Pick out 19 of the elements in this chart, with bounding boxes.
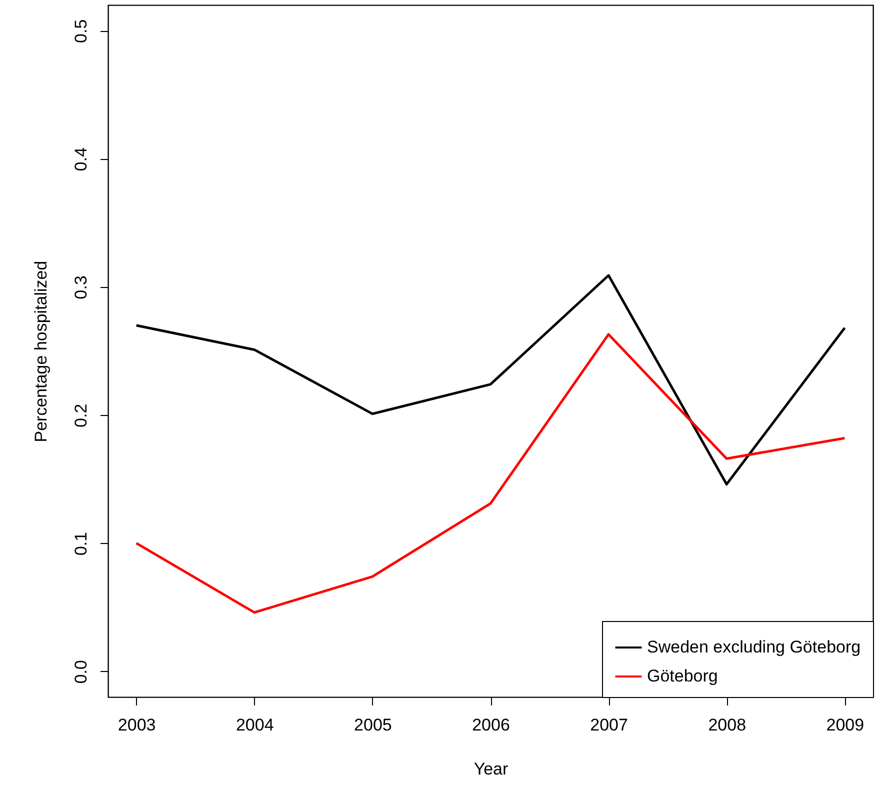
y-axis-title: Percentage hospitalized (32, 260, 50, 442)
line-series (135, 274, 846, 486)
x-axis-title: Year (474, 760, 509, 778)
y-tick-label: 0.1 (72, 532, 90, 556)
y-tick-label: 0.3 (72, 276, 90, 300)
y-tick-label: 0.5 (72, 19, 90, 43)
y-tick-label: 0.0 (72, 660, 90, 684)
y-tick-label: 0.2 (72, 404, 90, 428)
x-tick-label: 2009 (826, 716, 864, 734)
x-tick-label: 2007 (590, 716, 628, 734)
x-tick-label: 2003 (118, 716, 156, 734)
legend-label: Sweden excluding Göteborg (647, 638, 861, 656)
legend-label: Göteborg (647, 666, 718, 686)
x-tick-label: 2005 (354, 716, 392, 734)
x-tick-label: 2004 (236, 716, 274, 734)
x-tick-label: 2006 (472, 716, 510, 734)
y-tick-label: 0.4 (72, 147, 90, 172)
x-tick-label: 2008 (708, 716, 746, 734)
line-series (135, 333, 846, 614)
